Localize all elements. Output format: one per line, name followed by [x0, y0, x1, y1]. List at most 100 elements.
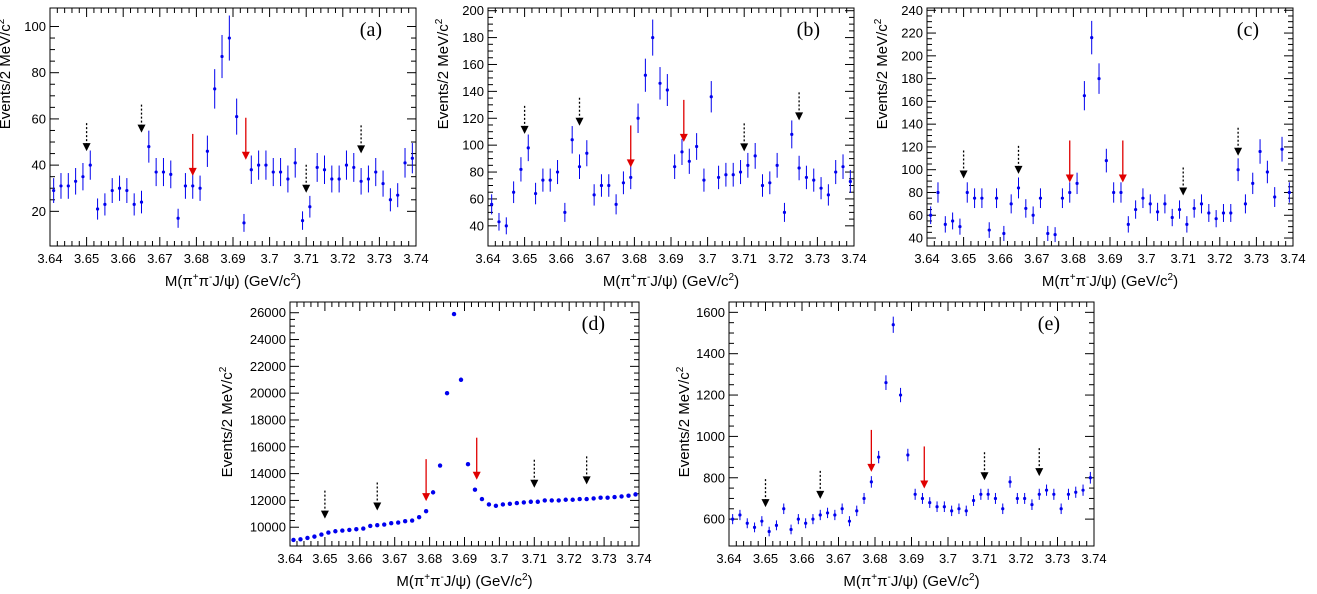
x-tick-label: 3.71 — [732, 251, 757, 266]
data-point — [220, 54, 224, 59]
data-point — [1059, 507, 1063, 511]
data-point — [971, 498, 976, 503]
x-tick-label: 3.65 — [951, 251, 976, 266]
y-tick-label: 120 — [462, 111, 484, 126]
data-point — [731, 517, 735, 521]
data-point — [388, 198, 392, 202]
y-tick-label: 160 — [901, 94, 923, 109]
data-point — [1185, 222, 1189, 226]
data-point — [957, 507, 961, 511]
data-point — [382, 522, 387, 527]
data-point — [993, 496, 998, 501]
x-tick-label: 3.71 — [522, 551, 547, 566]
data-point — [633, 492, 638, 497]
data-point — [403, 161, 407, 165]
data-point — [570, 497, 575, 502]
x-tick-label: 3.71 — [1171, 251, 1196, 266]
y-axis-title: Events/2 MeV/c2​ — [675, 366, 693, 477]
arrow-head — [241, 151, 250, 160]
data-point — [577, 496, 582, 502]
signal-region-arrow — [1118, 140, 1127, 183]
x-tick-label: 3.74 — [841, 251, 866, 266]
x-tick-label: 3.7 — [490, 551, 508, 566]
data-point — [775, 163, 779, 167]
data-point — [782, 507, 786, 511]
data-point — [869, 480, 873, 484]
data-point — [1066, 492, 1071, 496]
data-point — [1155, 210, 1160, 214]
arrow-head — [795, 112, 804, 121]
sideband-arrow — [520, 105, 529, 134]
panel-label: (d) — [582, 313, 605, 335]
data-point — [738, 513, 742, 517]
data-point — [312, 534, 317, 539]
x-tick-label: 3.66 — [549, 251, 574, 266]
data-point — [753, 154, 757, 158]
data-point — [1243, 202, 1248, 206]
panel-label: (c) — [1237, 19, 1259, 41]
y-tick-label: 80 — [32, 65, 46, 80]
data-point — [542, 498, 547, 503]
arrow-head — [761, 499, 770, 508]
data-point — [826, 193, 830, 197]
x-tick-label: 3.64 — [914, 251, 939, 266]
data-point — [658, 81, 662, 85]
arrow-head — [320, 510, 329, 519]
data-point — [1046, 231, 1050, 236]
x-tick-label: 3.66 — [347, 551, 372, 566]
data-point — [1141, 196, 1145, 200]
sideband-arrow — [1014, 145, 1023, 174]
x-tick-label: 3.71 — [972, 551, 997, 566]
y-tick-label: 140 — [462, 84, 484, 99]
data-point — [430, 490, 436, 495]
y-tick-label: 1200 — [696, 388, 725, 403]
y-tick-label: 80 — [470, 165, 484, 180]
data-point — [804, 521, 808, 525]
signal-region-arrow — [241, 117, 250, 160]
data-point — [1024, 206, 1028, 211]
data-point — [614, 202, 618, 206]
data-point — [416, 514, 422, 520]
data-point — [680, 150, 684, 154]
data-point — [271, 170, 275, 174]
data-point — [898, 393, 903, 397]
data-point — [361, 526, 366, 531]
y-tick-label: 40 — [32, 158, 46, 173]
data-point — [818, 513, 822, 517]
data-point — [169, 172, 173, 176]
data-point — [410, 156, 414, 160]
data-point — [834, 170, 838, 174]
data-point — [958, 225, 962, 229]
data-point — [1236, 168, 1240, 172]
data-point — [585, 151, 589, 155]
data-point — [1001, 507, 1005, 511]
sideband-arrow — [357, 125, 366, 154]
x-axis-title: M(π+​π-​J/ψ) (GeV/c2​) — [396, 572, 532, 590]
x-tick-label: 3.72 — [1207, 251, 1232, 266]
data-point — [841, 165, 845, 169]
data-point — [1031, 213, 1035, 217]
data-point — [264, 163, 268, 167]
data-point — [366, 177, 371, 181]
y-tick-label: 24000 — [250, 332, 286, 347]
arrow-head — [679, 133, 688, 142]
data-point — [1030, 503, 1034, 507]
data-point — [1221, 211, 1226, 215]
y-tick-label: 16000 — [250, 439, 286, 454]
data-point — [951, 219, 955, 223]
x-tick-label: 3.68 — [862, 551, 887, 566]
sideband-arrow — [1035, 448, 1044, 477]
data-point — [1170, 215, 1174, 220]
data-point — [605, 495, 610, 500]
data-point — [673, 165, 677, 169]
panel-label: (e) — [1038, 313, 1060, 335]
sideband-arrow — [575, 97, 584, 126]
x-tick-label: 3.73 — [367, 251, 392, 266]
data-point — [1060, 196, 1065, 200]
data-point — [125, 188, 129, 193]
y-axis-title: Events/2 MeV/c2​ — [0, 18, 14, 129]
data-point — [598, 495, 603, 500]
x-tick-label: 3.66 — [988, 251, 1013, 266]
data-point — [52, 188, 56, 193]
